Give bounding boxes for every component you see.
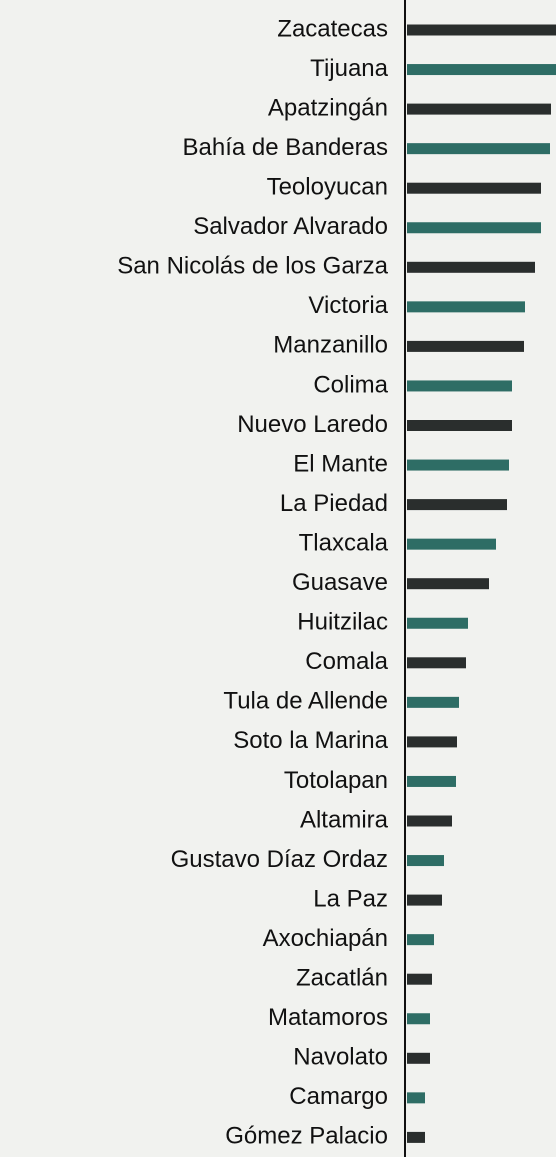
category-label: Apatzingán <box>268 94 388 121</box>
category-label: San Nicolás de los Garza <box>117 253 388 280</box>
category-label: Salvador Alvarado <box>193 213 388 240</box>
category-label: Axochiapán <box>263 925 388 952</box>
bar <box>407 182 541 194</box>
bar <box>407 894 442 906</box>
bar <box>407 696 459 708</box>
bar <box>407 420 512 431</box>
category-label: El Mante <box>293 450 388 477</box>
category-label: Gómez Palacio <box>225 1123 388 1150</box>
category-label: Manzanillo <box>273 332 388 359</box>
bar <box>407 1052 430 1064</box>
bar <box>407 736 457 748</box>
bar <box>407 24 556 36</box>
category-label: Bahía de Banderas <box>183 134 389 161</box>
category-label: Matamoros <box>268 1004 388 1031</box>
bar <box>407 934 434 946</box>
category-label: Nuevo Laredo <box>237 411 388 438</box>
category-label: Tijuana <box>310 55 388 82</box>
category-label: Tula de Allende <box>223 688 388 715</box>
category-label: Victoria <box>308 292 388 319</box>
category-label: Comala <box>305 648 388 675</box>
bar <box>407 499 507 511</box>
bar <box>407 340 524 352</box>
category-label: Tlaxcala <box>299 529 389 556</box>
category-label: Zacatlán <box>296 965 388 992</box>
bar <box>407 973 432 985</box>
bar <box>407 538 496 550</box>
category-label: Guasave <box>292 569 388 596</box>
category-label: Totolapan <box>284 767 388 794</box>
bar <box>407 64 556 76</box>
category-label: La Paz <box>313 885 388 912</box>
category-label: Navolato <box>293 1044 388 1071</box>
bar <box>407 380 512 392</box>
bar <box>407 1092 425 1104</box>
category-label: Teoloyucan <box>267 174 388 201</box>
category-label: Camargo <box>289 1083 388 1110</box>
bar <box>407 775 456 787</box>
category-label: Gustavo Díaz Ordaz <box>171 846 388 873</box>
category-label: Soto la Marina <box>233 727 388 754</box>
bar <box>407 855 444 867</box>
bar <box>407 261 535 273</box>
category-label: La Piedad <box>280 490 388 517</box>
category-label: Altamira <box>300 806 389 833</box>
bar <box>407 578 489 590</box>
bar <box>407 1131 425 1143</box>
bar <box>407 657 466 669</box>
category-label: Zacatecas <box>277 15 388 42</box>
bar <box>407 143 550 155</box>
category-label: Colima <box>313 371 388 398</box>
bar <box>407 815 452 827</box>
bar <box>407 222 541 234</box>
bar <box>407 459 509 471</box>
bar <box>407 1013 430 1025</box>
bar <box>407 103 551 115</box>
bar <box>407 301 525 313</box>
bar <box>407 617 468 629</box>
category-label: Huitzilac <box>297 609 388 636</box>
